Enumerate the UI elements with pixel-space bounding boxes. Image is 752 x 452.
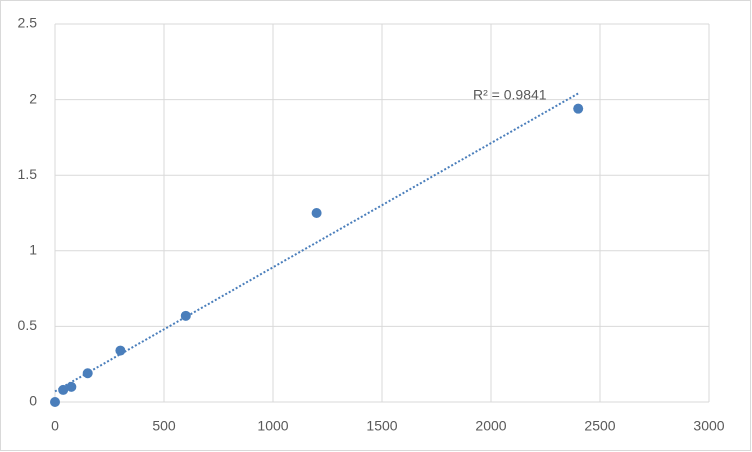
y-tick-label: 2 [29, 90, 37, 106]
x-tick-label: 2500 [584, 418, 615, 434]
y-tick-label: 0 [29, 393, 37, 409]
y-tick-label: 2.5 [18, 15, 38, 31]
point [82, 368, 93, 379]
point [66, 381, 77, 392]
x-tick-label: 1000 [257, 418, 288, 434]
x-tick-label: 500 [152, 418, 176, 434]
y-tick-label: 1.5 [18, 166, 38, 182]
y-tick-label: 1 [29, 242, 37, 258]
annotation: R² = 0.9841 [473, 87, 547, 103]
point [180, 310, 191, 321]
y-tick-label: 0.5 [18, 317, 38, 333]
point [58, 384, 69, 395]
x-tick-label: 3000 [693, 418, 724, 434]
x-tick-label: 1500 [366, 418, 397, 434]
point [573, 103, 584, 114]
point [115, 345, 126, 356]
x-tick-label: 0 [51, 418, 59, 434]
point [311, 208, 322, 218]
point [50, 397, 60, 407]
trendline [54, 92, 579, 393]
x-tick-label: 2000 [475, 418, 506, 434]
